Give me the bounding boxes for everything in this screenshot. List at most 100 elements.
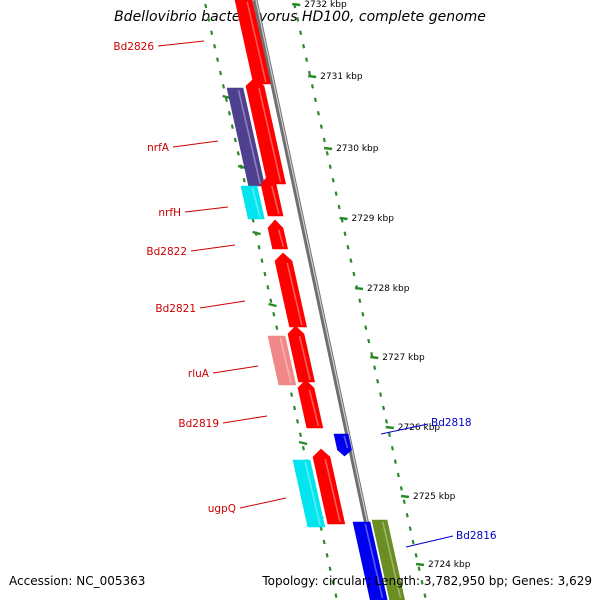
- kbp-label: 2728 kbp: [367, 284, 410, 294]
- gene-label-leader: [239, 497, 287, 509]
- outer-tick-track: [322, 137, 326, 143]
- gene-label-leader: [199, 300, 246, 309]
- inner-tick-track: [257, 244, 261, 250]
- inner-tick-track: [218, 70, 223, 76]
- gene-bd2818-highlight: [343, 435, 349, 449]
- gene-nrfa-highlight: [258, 87, 282, 183]
- outer-tick-track: [361, 311, 365, 317]
- outer-tick-track: [307, 70, 312, 76]
- inner-tick-track: [266, 285, 270, 290]
- outer-tick-track: [390, 445, 394, 451]
- outer-tick-track: [420, 579, 424, 585]
- outer-tick-track: [358, 298, 362, 304]
- gene-label: nrfH: [158, 207, 181, 219]
- gene-label: Bd2818: [431, 417, 472, 429]
- gene-label: Bd2821: [155, 303, 196, 315]
- kbp-label: 2731 kbp: [320, 72, 363, 82]
- gene-bd2826: [234, 0, 271, 85]
- gene-bd2816: [371, 519, 405, 600]
- outer-tick-track: [328, 164, 332, 170]
- gene-nrfh-highlight: [271, 185, 280, 215]
- gene-rlua-highlight: [298, 335, 311, 381]
- gene-bd2818: [333, 433, 352, 457]
- inner-major-tick: [268, 302, 277, 308]
- outer-tick-track: [423, 593, 427, 598]
- backbone-highlight: [255, 0, 385, 600]
- gene-bd2817: [352, 521, 388, 600]
- outer-tick-track: [379, 392, 383, 397]
- inner-major-tick: [298, 440, 308, 446]
- kbp-major-tick: [400, 494, 410, 499]
- outer-tick-track: [411, 539, 415, 545]
- outer-tick-track: [373, 365, 377, 371]
- inner-tick-track: [331, 579, 335, 585]
- kbp-label: 2730 kbp: [336, 144, 379, 154]
- kbp-label: 2725 kbp: [413, 492, 456, 502]
- inner-tick-track: [204, 3, 208, 9]
- inner-tick-track: [269, 298, 273, 304]
- gene-label-leader: [380, 423, 429, 435]
- outer-tick-track: [370, 352, 374, 357]
- gene-label-leader: [184, 206, 229, 213]
- gene-bd2822-highlight: [278, 229, 285, 248]
- inner-tick-track: [207, 17, 211, 22]
- outer-tick-track: [299, 30, 303, 36]
- gene-label-leader: [222, 415, 268, 424]
- gene-label-leader: [157, 40, 205, 47]
- inner-tick-track: [295, 419, 300, 424]
- outer-tick-track: [352, 271, 356, 277]
- outer-tick-track: [337, 204, 341, 210]
- gene-bd2817-highlight: [364, 523, 384, 599]
- outer-tick-track: [305, 57, 309, 62]
- gene-bd2819: [297, 379, 324, 429]
- gene-label: Bd2822: [146, 246, 187, 258]
- kbp-major-tick: [308, 74, 317, 79]
- accession-label: Accession: NC_005363: [9, 574, 146, 588]
- inner-tick-track: [275, 325, 279, 330]
- outer-tick-track: [313, 97, 317, 103]
- outer-tick-track: [349, 258, 353, 263]
- outer-tick-track: [319, 124, 323, 129]
- inner-tick-track: [210, 30, 214, 36]
- gene-nrfh-reverse-highlight: [251, 187, 261, 218]
- gene-nrfh: [260, 175, 284, 217]
- inner-tick-track: [325, 553, 329, 558]
- inner-tick-track: [233, 137, 237, 143]
- outer-tick-track: [408, 526, 412, 531]
- outer-tick-track: [414, 553, 418, 558]
- outer-tick-track: [393, 459, 397, 464]
- outer-tick-track: [405, 512, 409, 518]
- gene-nrfa: [245, 77, 287, 185]
- inner-tick-track: [298, 432, 302, 438]
- gene-ugpq-reverse-highlight: [304, 461, 321, 526]
- gene-bd2819-highlight: [308, 389, 320, 427]
- inner-tick-track: [328, 566, 332, 572]
- outer-tick-track: [296, 17, 300, 22]
- inner-tick-track: [230, 124, 234, 129]
- inner-tick-track: [334, 593, 338, 598]
- outer-tick-track: [310, 84, 314, 89]
- inner-tick-track: [322, 539, 326, 545]
- outer-tick-track: [376, 378, 380, 384]
- topology-label: Topology: circular; Length: 3,782,950 bp…: [262, 574, 592, 588]
- gene-nrfh-reverse: [240, 185, 265, 220]
- gene-bd2821: [274, 252, 307, 328]
- inner-tick-track: [216, 57, 220, 62]
- kbp-major-tick: [370, 355, 379, 360]
- gene-label-leader: [405, 535, 454, 548]
- kbp-major-tick: [339, 216, 348, 221]
- kbp-major-tick: [415, 562, 425, 567]
- inner-tick-track: [242, 177, 246, 183]
- kbp-label: 2724 kbp: [428, 560, 471, 570]
- gene-label: Bd2826: [113, 41, 154, 53]
- kbp-label: 2732 kbp: [304, 0, 347, 10]
- outer-tick-track: [396, 472, 400, 478]
- gene-ugpq-reverse: [292, 459, 326, 528]
- kbp-major-tick: [292, 2, 301, 7]
- gene-ugpq-highlight: [324, 458, 341, 523]
- kbp-label: 2727 kbp: [382, 353, 425, 363]
- inner-tick-track: [301, 445, 305, 451]
- outer-tick-track: [334, 191, 338, 196]
